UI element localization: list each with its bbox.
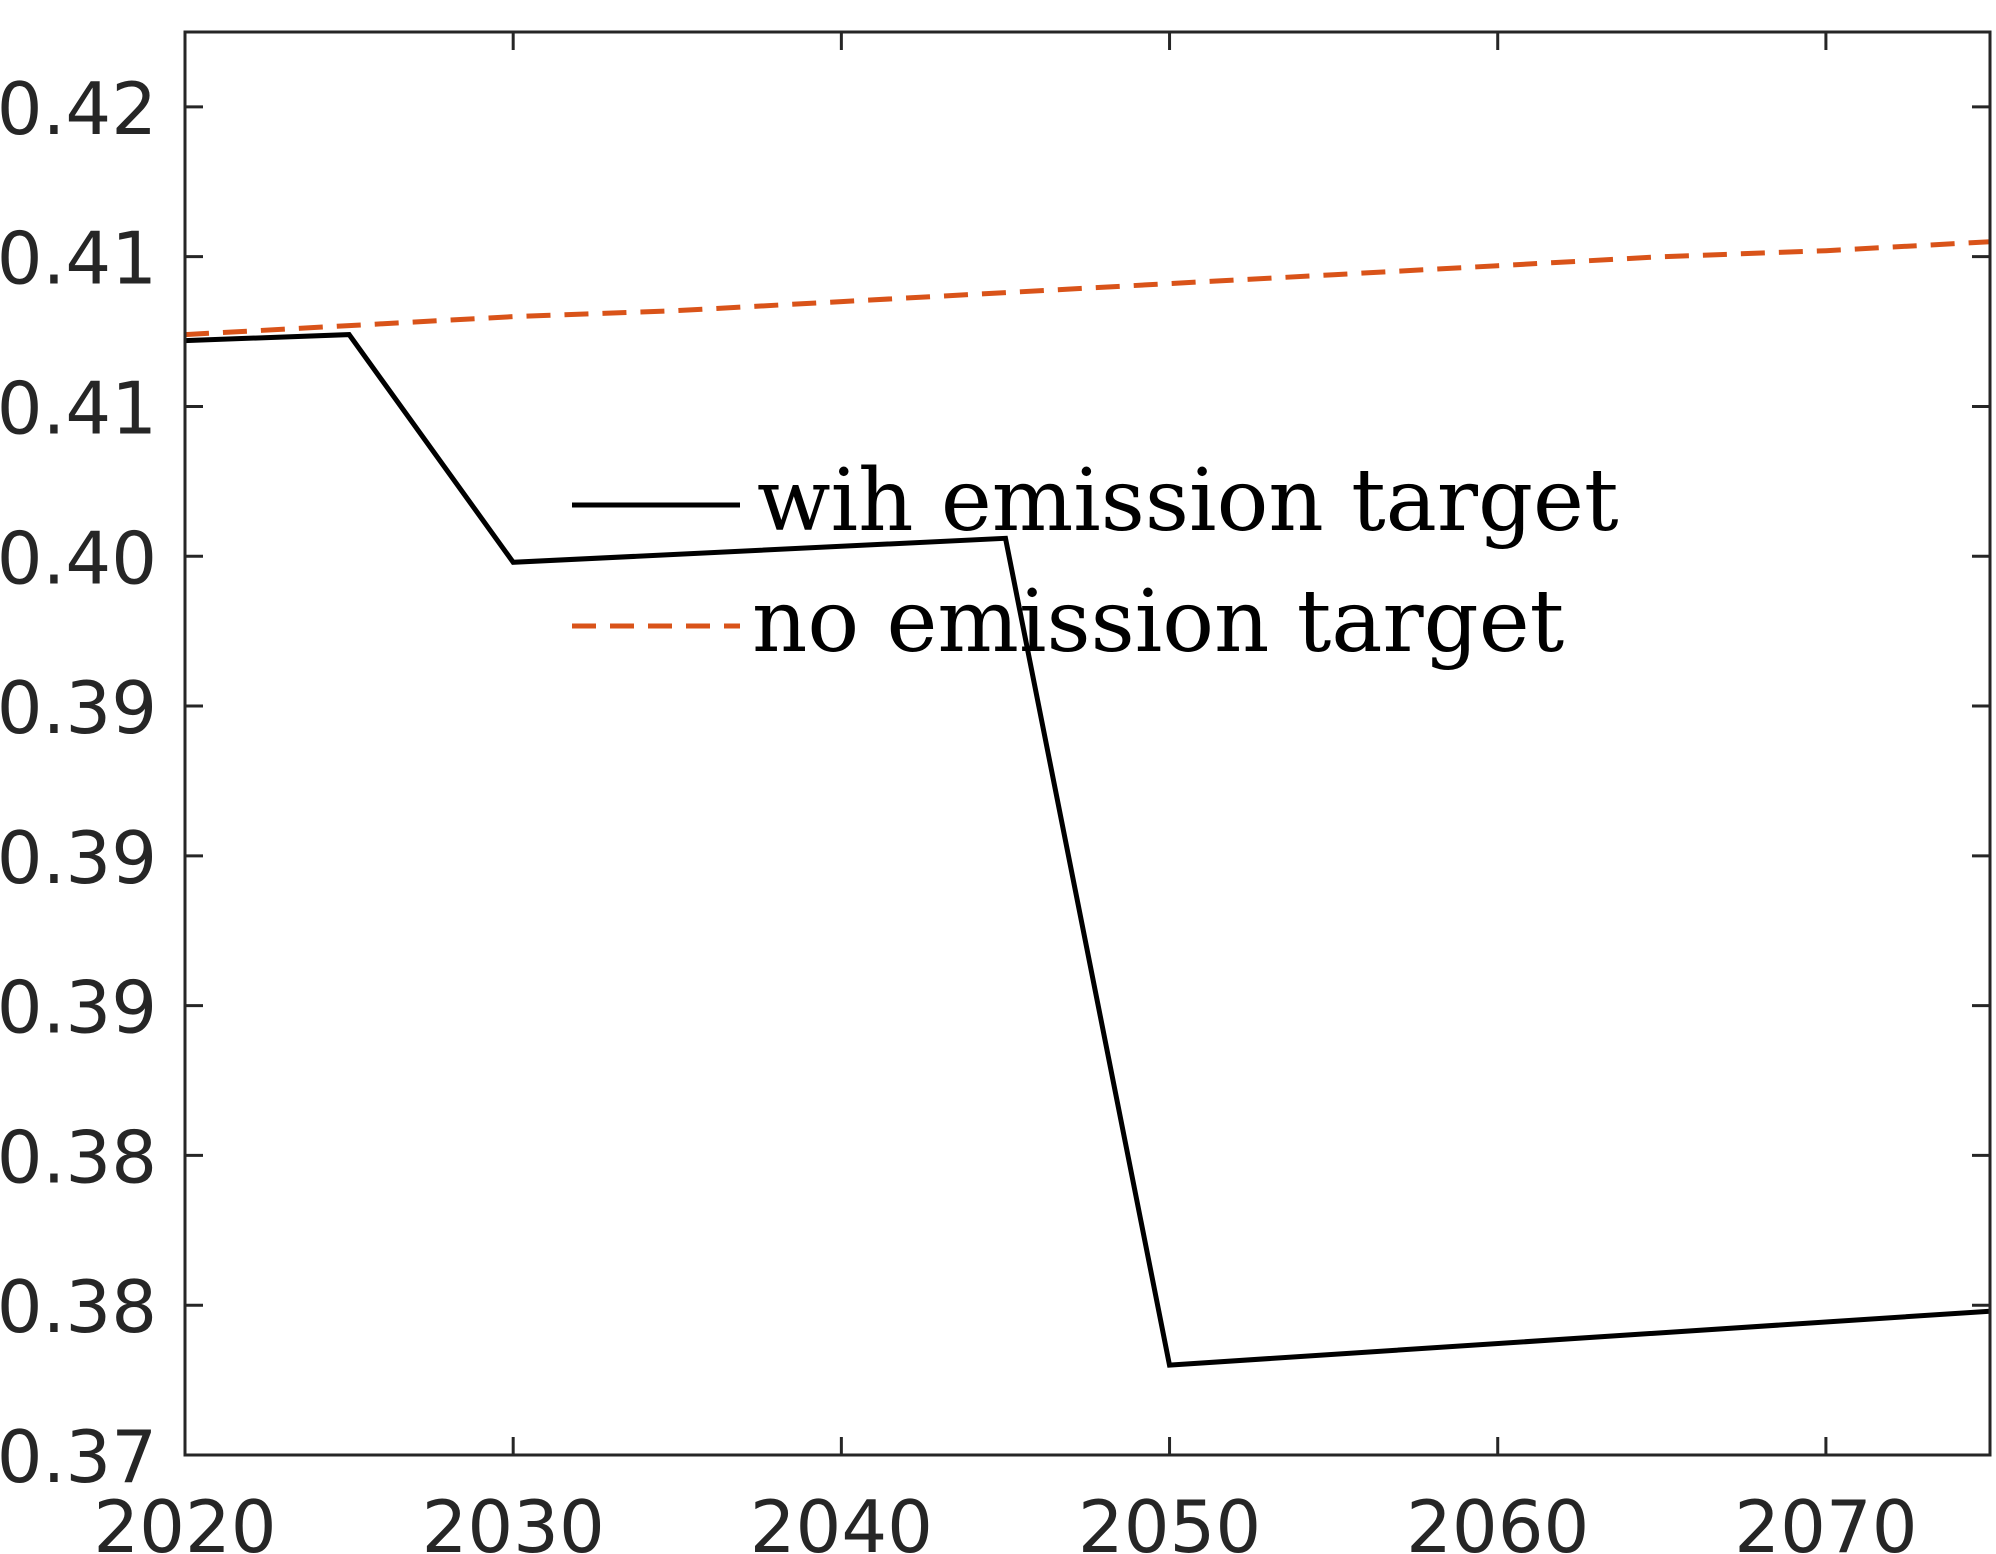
- x-tick-label: 2060: [1406, 1485, 1589, 1554]
- legend: wih emission target no emission target: [572, 451, 1619, 672]
- x-axis-tick-labels: 2020 2030 2040 2050 2060 2070: [93, 1485, 1917, 1554]
- plot-frame: [183, 30, 1992, 1457]
- y-tick-label: 0.38: [0, 1115, 157, 1199]
- y-tick-label: 0.41: [0, 217, 157, 301]
- x-tick-label: 2020: [93, 1485, 276, 1554]
- y-tick-label: 0.41: [0, 366, 157, 450]
- y-tick-label: 0.40: [0, 516, 157, 600]
- y-tick-label: 0.39: [0, 966, 157, 1050]
- x-tick-label: 2030: [422, 1485, 605, 1554]
- tick-marks: [183, 32, 1990, 1457]
- x-tick-label: 2040: [750, 1485, 933, 1554]
- series-layer: [185, 239, 1990, 1368]
- y-tick-label: 0.37: [0, 1415, 157, 1499]
- x-tick-label: 2050: [1078, 1485, 1261, 1554]
- legend-label-with-target: wih emission target: [757, 451, 1619, 551]
- x-tick-label: 2070: [1734, 1485, 1917, 1554]
- y-tick-label: 0.42: [0, 67, 157, 151]
- y-tick-label: 0.39: [0, 666, 157, 750]
- y-tick-label: 0.38: [0, 1265, 157, 1349]
- y-tick-label: 0.39: [0, 816, 157, 900]
- y-axis-tick-labels: 0.37 0.38 0.38 0.39 0.39 0.39 0.40 0.41 0.41 0.42: [0, 67, 157, 1499]
- series-line-0: [185, 332, 1990, 1368]
- legend-label-no-target: no emission target: [752, 572, 1564, 672]
